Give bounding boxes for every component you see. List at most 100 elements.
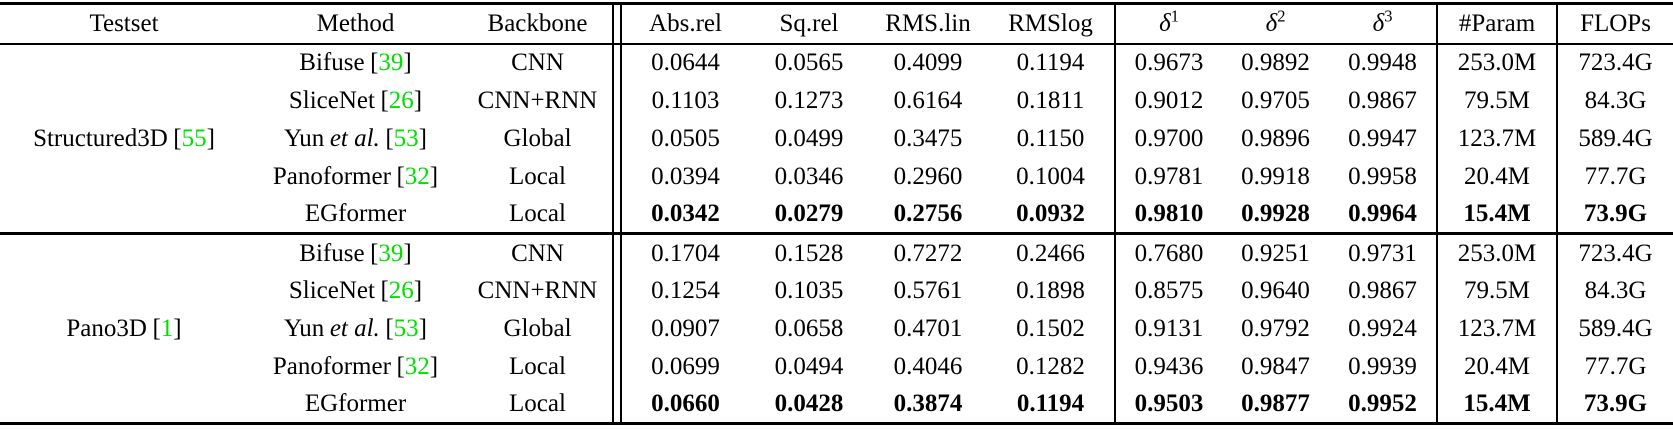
- delta3-cell: 0.9867: [1348, 86, 1417, 114]
- rms-lin-cell: 0.3475: [893, 124, 963, 152]
- citation: [39]: [370, 240, 412, 267]
- param-cell: 20.4M: [1436, 157, 1557, 196]
- param-cell: 20.4M: [1436, 347, 1557, 386]
- delta3-cell: 0.9731: [1348, 239, 1417, 267]
- flops-cell: 84.3G: [1556, 81, 1673, 120]
- rms-lin-cell: 0.3874: [869, 385, 987, 425]
- testset-cell: Pano3D [1]: [0, 233, 248, 425]
- rms-log-cell: 0.2466: [1016, 239, 1085, 267]
- citation: [32]: [396, 353, 438, 380]
- sq-rel-cell: 0.0565: [774, 49, 844, 77]
- citation-close-bracket: ]: [429, 162, 439, 190]
- abs-rel-cell: 0.0394: [651, 162, 720, 190]
- delta3-cell: 0.9947: [1348, 124, 1417, 152]
- citation-open-bracket: [: [396, 162, 405, 190]
- backbone-cell: CNN: [511, 239, 564, 267]
- double-rule-spacer: [612, 81, 622, 120]
- rms-lin-cell: 0.5761: [893, 276, 963, 304]
- rms-log-cell: 0.1282: [1016, 352, 1085, 380]
- method-cell: Bifuse [39]: [248, 234, 463, 272]
- flops-cell: 77.7G: [1556, 157, 1673, 196]
- param-cell: 253.0M: [1436, 43, 1557, 82]
- col-header-abs-rel: Abs.rel: [621, 2, 749, 45]
- citation-open-bracket: [: [396, 352, 405, 380]
- rms-lin-cell: 0.2960: [893, 162, 963, 190]
- citation-number: 26: [388, 276, 414, 304]
- citation-number: 53: [393, 124, 419, 152]
- citation-open-bracket: [: [370, 239, 379, 267]
- double-rule-spacer: [612, 2, 622, 45]
- method-name: Panoformer: [272, 162, 391, 190]
- abs-rel-cell: 0.1704: [651, 239, 720, 267]
- testset-name: Structured3D: [33, 124, 168, 152]
- double-rule-spacer: [612, 43, 622, 82]
- param-cell: 79.5M: [1436, 81, 1557, 120]
- abs-rel-cell: 0.1254: [651, 276, 720, 304]
- param-cell: 15.4M: [1436, 385, 1557, 425]
- citation-number: 26: [388, 86, 414, 114]
- col-header-delta2: δ2: [1222, 2, 1329, 45]
- delta1-cell: 0.7680: [1114, 233, 1222, 272]
- citation-number: 1: [160, 314, 174, 342]
- citation-number: 53: [393, 314, 419, 342]
- param-cell: 123.7M: [1436, 119, 1557, 158]
- col-header-backbone: Backbone: [463, 2, 613, 45]
- method-name: EGformer: [304, 200, 407, 227]
- method-cell: SliceNet [26]: [248, 272, 463, 310]
- flops-cell: 723.4G: [1556, 43, 1673, 82]
- delta2-cell: 0.9792: [1241, 314, 1310, 342]
- delta2-cell: 0.9847: [1241, 352, 1310, 380]
- citation-number: 32: [404, 352, 430, 380]
- citation-open-bracket: [: [370, 49, 379, 77]
- col-header-method: Method: [248, 2, 463, 45]
- sq-rel-cell: 0.1273: [774, 86, 844, 114]
- double-rule-spacer: [612, 157, 622, 196]
- delta2-cell: 0.9251: [1241, 239, 1310, 267]
- table-row: Panoformer [32] Local 0.0699 0.0494 0.4046 0.1…: [0, 347, 1673, 386]
- citation-open-bracket: [: [173, 124, 182, 152]
- citation-number: 39: [378, 239, 404, 267]
- delta1-cell: 0.9503: [1114, 385, 1222, 425]
- abs-rel-cell: 0.0699: [651, 352, 720, 380]
- double-rule-spacer: [612, 233, 622, 272]
- delta1-cell: 0.8575: [1114, 271, 1222, 310]
- method-name: Yun: [284, 314, 325, 342]
- citation-open-bracket: [: [380, 86, 389, 114]
- flops-cell: 73.9G: [1556, 195, 1673, 235]
- col-header-rms-log: RMSlog: [987, 2, 1115, 45]
- method-cell: Panoformer [32]: [248, 158, 463, 196]
- citation-close-bracket: ]: [413, 276, 423, 304]
- double-rule-spacer: [612, 347, 622, 386]
- header-row: Testset Method Backbone Abs.rel Sq.rel R…: [0, 2, 1673, 45]
- delta3-cell: 0.9964: [1329, 195, 1437, 235]
- backbone-cell: CNN: [511, 49, 564, 77]
- rms-log-cell: 0.1502: [1016, 314, 1085, 342]
- delta-symbol: δ: [1372, 10, 1385, 37]
- delta2-cell: 0.9896: [1241, 124, 1310, 152]
- delta1-cell: 0.9700: [1114, 119, 1222, 158]
- delta1-cell: 0.9810: [1114, 195, 1222, 235]
- citation-close-bracket: ]: [418, 124, 427, 152]
- sq-rel-cell: 0.0499: [774, 124, 844, 152]
- delta3-cell: 0.9952: [1329, 385, 1437, 425]
- delta2-cell: 0.9928: [1222, 195, 1329, 235]
- backbone-cell: Local: [509, 162, 566, 190]
- method-cell: SliceNet [26]: [248, 82, 463, 120]
- rms-log-cell: 0.1004: [1016, 162, 1085, 190]
- method-cell: EGformer: [248, 385, 463, 425]
- param-cell: 15.4M: [1436, 195, 1557, 235]
- flops-cell: 723.4G: [1556, 233, 1673, 272]
- method-cell: Bifuse [39]: [248, 44, 463, 82]
- method-name: SliceNet: [288, 276, 375, 304]
- rms-log-cell: 0.0932: [987, 195, 1115, 235]
- table-body: Structured3D [55] Bifuse [39] CNN 0.0644 0.056…: [0, 43, 1673, 425]
- delta-symbol: δ: [1265, 10, 1278, 37]
- method-name: Bifuse: [299, 49, 365, 77]
- abs-rel-cell: 0.1103: [651, 86, 720, 114]
- table-row: Panoformer [32] Local 0.0394 0.0346 0.2960 0.1…: [0, 157, 1673, 196]
- double-rule-spacer: [612, 385, 622, 425]
- citation-close-bracket: ]: [418, 314, 427, 342]
- delta1-cell: 0.9436: [1114, 347, 1222, 386]
- rms-lin-cell: 0.4046: [893, 352, 963, 380]
